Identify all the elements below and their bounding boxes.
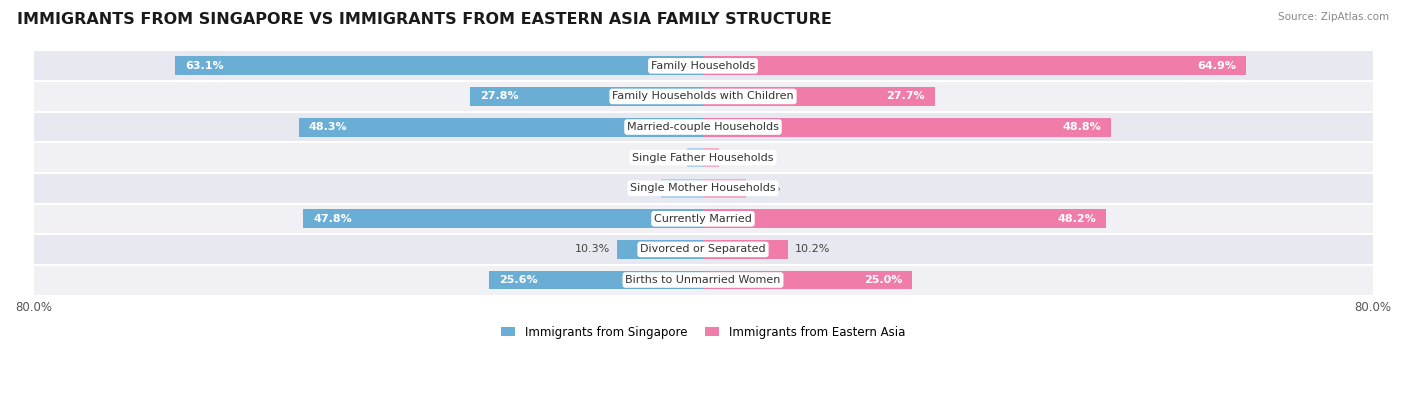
Text: 48.2%: 48.2% — [1057, 214, 1097, 224]
Text: 27.8%: 27.8% — [481, 91, 519, 102]
Text: Currently Married: Currently Married — [654, 214, 752, 224]
Text: Divorced or Separated: Divorced or Separated — [640, 245, 766, 254]
Bar — [34, 234, 1372, 265]
Text: Source: ZipAtlas.com: Source: ZipAtlas.com — [1278, 12, 1389, 22]
Bar — [34, 81, 1372, 112]
Bar — [703, 179, 745, 198]
Text: Married-couple Households: Married-couple Households — [627, 122, 779, 132]
Text: 10.2%: 10.2% — [794, 245, 831, 254]
Bar — [34, 265, 1372, 295]
Text: IMMIGRANTS FROM SINGAPORE VS IMMIGRANTS FROM EASTERN ASIA FAMILY STRUCTURE: IMMIGRANTS FROM SINGAPORE VS IMMIGRANTS … — [17, 12, 832, 27]
Text: 48.3%: 48.3% — [309, 122, 347, 132]
Text: 25.0%: 25.0% — [863, 275, 903, 285]
Bar — [703, 56, 1246, 75]
Text: 48.8%: 48.8% — [1063, 122, 1101, 132]
Bar — [703, 148, 718, 167]
Text: Family Households with Children: Family Households with Children — [612, 91, 794, 102]
Bar — [617, 240, 703, 259]
Text: 27.7%: 27.7% — [886, 91, 925, 102]
Text: 5.0%: 5.0% — [626, 183, 654, 193]
Bar — [703, 209, 1107, 228]
Bar — [34, 112, 1372, 142]
Legend: Immigrants from Singapore, Immigrants from Eastern Asia: Immigrants from Singapore, Immigrants fr… — [496, 321, 910, 343]
Bar — [703, 118, 1111, 137]
Bar — [34, 51, 1372, 81]
Bar — [489, 271, 703, 290]
Bar — [703, 271, 912, 290]
Bar — [471, 87, 703, 106]
Text: 25.6%: 25.6% — [499, 275, 537, 285]
Text: Single Father Households: Single Father Households — [633, 152, 773, 163]
Text: Single Mother Households: Single Mother Households — [630, 183, 776, 193]
Text: Family Households: Family Households — [651, 61, 755, 71]
Text: Births to Unmarried Women: Births to Unmarried Women — [626, 275, 780, 285]
Bar — [34, 203, 1372, 234]
Text: 1.9%: 1.9% — [725, 152, 754, 163]
Bar — [302, 209, 703, 228]
Bar — [661, 179, 703, 198]
Text: 10.3%: 10.3% — [575, 245, 610, 254]
Bar — [703, 87, 935, 106]
Text: 1.9%: 1.9% — [652, 152, 681, 163]
Bar — [174, 56, 703, 75]
Bar — [34, 142, 1372, 173]
Text: 5.1%: 5.1% — [752, 183, 780, 193]
Text: 64.9%: 64.9% — [1197, 61, 1236, 71]
Text: 47.8%: 47.8% — [314, 214, 352, 224]
Text: 63.1%: 63.1% — [186, 61, 224, 71]
Bar — [299, 118, 703, 137]
Bar — [703, 240, 789, 259]
Bar — [688, 148, 703, 167]
Bar — [34, 173, 1372, 203]
